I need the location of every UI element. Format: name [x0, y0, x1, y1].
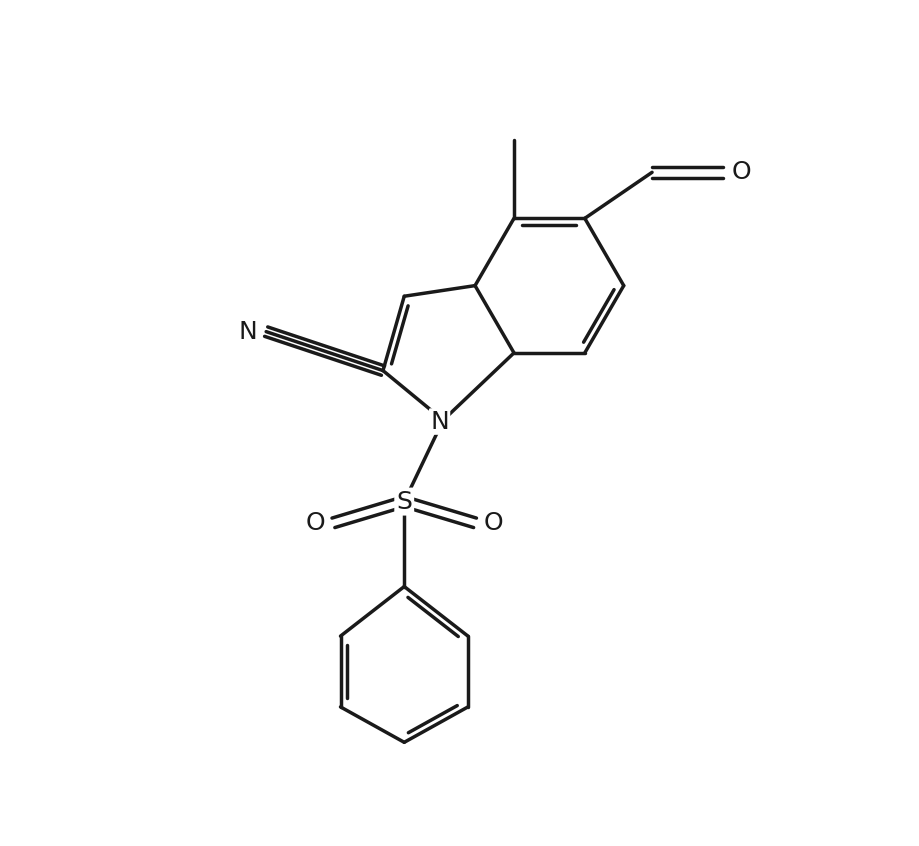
Text: O: O	[731, 161, 750, 184]
Text: S: S	[396, 490, 412, 514]
Text: O: O	[305, 511, 324, 535]
Text: O: O	[483, 511, 503, 535]
Text: N: N	[239, 320, 257, 343]
Text: N: N	[430, 409, 448, 433]
